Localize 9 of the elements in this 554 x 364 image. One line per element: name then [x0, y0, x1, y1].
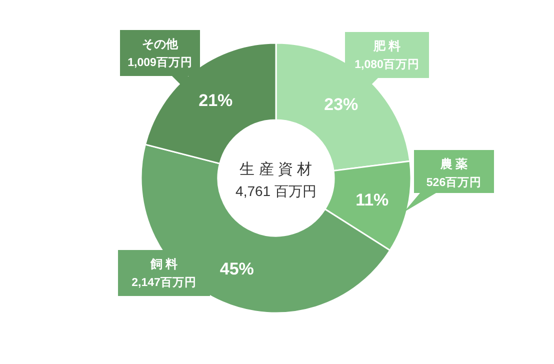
data-label: 45%	[220, 259, 254, 278]
text: 4,761 百万円	[236, 183, 316, 199]
data-label: 11%	[356, 190, 389, 210]
slice-label: 農 薬	[439, 157, 468, 171]
slice-label: 飼 料	[149, 257, 178, 271]
data-label: 21%	[198, 91, 233, 110]
slice-label: その他	[142, 37, 179, 51]
slice-label: 肥 料	[372, 39, 401, 53]
text: 生 産 資 材	[240, 161, 312, 178]
